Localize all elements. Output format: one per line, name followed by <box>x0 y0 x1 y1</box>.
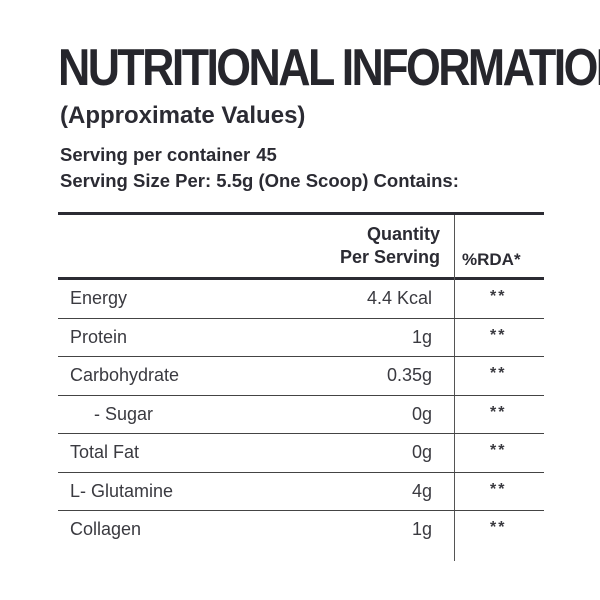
column-header-quantity-line1: Quantity <box>366 224 440 244</box>
nutrient-rda: ** <box>490 442 507 459</box>
column-header-quantity-line2: Per Serving <box>339 247 440 267</box>
nutrient-rda: ** <box>490 519 507 536</box>
column-header-rda: %RDA* <box>462 250 521 269</box>
serving-per-container-value: 45 <box>256 144 277 165</box>
nutrient-name: - Sugar <box>94 403 154 424</box>
nutrient-name: Collagen <box>70 519 142 539</box>
nutrient-name: L- Glutamine <box>70 480 174 501</box>
serving-per-container-label: Serving per container <box>60 144 251 165</box>
nutrient-quantity: 1g <box>411 519 432 539</box>
table-row: Carbohydrate 0.35g ** <box>58 357 544 396</box>
subtitle: (Approximate Values) <box>60 102 306 129</box>
nutrient-rda: ** <box>490 403 507 421</box>
table-row: - Sugar 0g ** <box>58 396 544 434</box>
nutrient-quantity: 0.35g <box>386 365 432 385</box>
nutrient-name: Energy <box>70 288 128 308</box>
page-title: NUTRITIONAL INFORMATION <box>58 39 600 97</box>
table-row: L- Glutamine 4g ** <box>58 473 544 511</box>
table-row: Collagen 1g ** <box>58 511 544 549</box>
nutrient-name: Total Fat <box>70 442 140 462</box>
nutrient-quantity: 4g <box>411 480 432 501</box>
nutrient-quantity: 0g <box>411 403 432 424</box>
column-header-quantity: Quantity Per Serving <box>300 223 440 269</box>
nutrient-quantity: 4.4 Kcal <box>366 288 432 308</box>
nutrient-name: Protein <box>70 326 128 347</box>
table-top-rule <box>58 212 544 215</box>
serving-size: Serving Size Per: 5.5g (One Scoop) Conta… <box>60 170 459 191</box>
table-row: Total Fat 0g ** <box>58 434 544 473</box>
nutrient-name: Carbohydrate <box>70 365 180 385</box>
nutrient-rda: ** <box>490 365 507 382</box>
nutrient-quantity: 1g <box>411 326 432 347</box>
serving-per-container: Serving per container 45 <box>60 144 277 166</box>
table-header-rule <box>58 277 544 280</box>
nutrient-rda: ** <box>490 326 507 344</box>
column-divider <box>454 215 455 561</box>
nutrient-quantity: 0g <box>411 442 432 462</box>
nutrition-table-body: Energy 4.4 Kcal ** Protein 1g ** Carbohy… <box>58 280 544 549</box>
table-row: Energy 4.4 Kcal ** <box>58 280 544 319</box>
table-row: Protein 1g ** <box>58 319 544 357</box>
nutrient-rda: ** <box>490 288 507 305</box>
nutrient-rda: ** <box>490 480 507 498</box>
